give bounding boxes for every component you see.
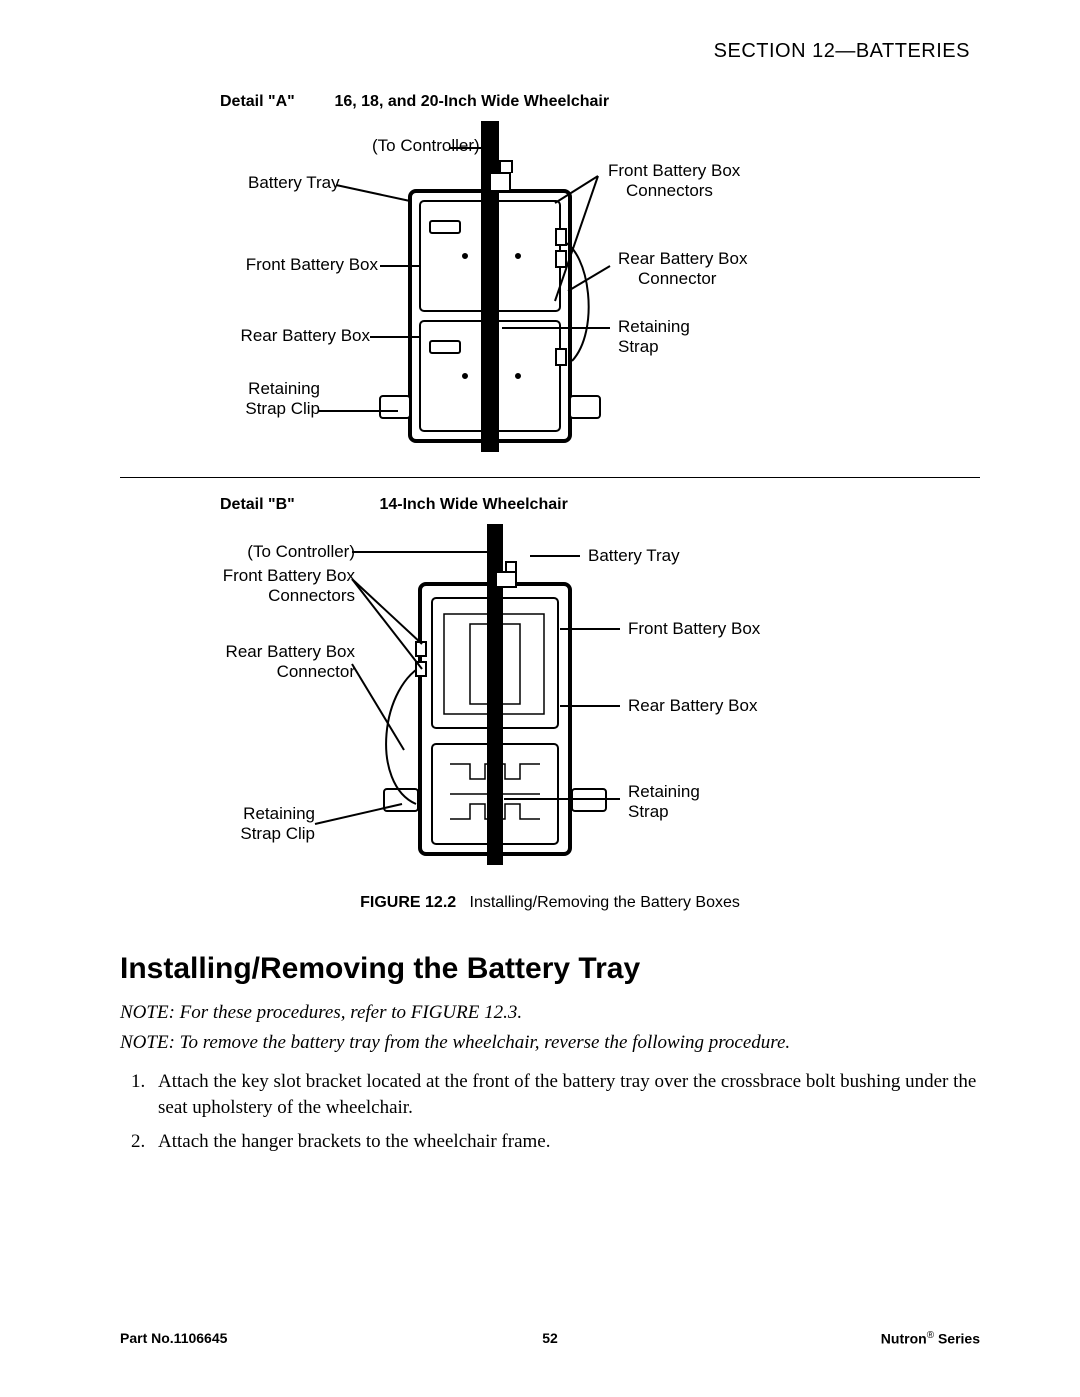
label-retaining-strap-a: Retaining Strap bbox=[618, 317, 690, 356]
section-title: Installing/Removing the Battery Tray bbox=[120, 952, 980, 986]
registered-icon: ® bbox=[927, 1330, 934, 1341]
label-rear-box-b: Rear Battery Box bbox=[628, 696, 757, 716]
note-1: NOTE: For these procedures, refer to FIG… bbox=[120, 1000, 980, 1026]
footer-part: Part No.1106645 bbox=[120, 1330, 227, 1346]
label-battery-tray-b: Battery Tray bbox=[588, 546, 680, 566]
label-rear-conn-a: Rear Battery Box Connector bbox=[618, 249, 747, 288]
label-retaining-clip-b: Retaining Strap Clip bbox=[190, 804, 315, 843]
label-front-box-b: Front Battery Box bbox=[628, 619, 760, 639]
note-2: NOTE: To remove the battery tray from th… bbox=[120, 1030, 980, 1056]
label-retaining-clip-a: Retaining Strap Clip bbox=[200, 379, 320, 418]
footer-page-number: 52 bbox=[542, 1330, 558, 1346]
label-retaining-strap-b: Retaining Strap bbox=[628, 782, 700, 821]
detail-a-label: Detail "A" bbox=[220, 93, 330, 111]
step-item: Attach the hanger brackets to the wheelc… bbox=[150, 1129, 980, 1155]
footer-series: Nutron® Series bbox=[881, 1330, 980, 1347]
detail-a-header: Detail "A" 16, 18, and 20-Inch Wide Whee… bbox=[220, 93, 980, 111]
divider bbox=[120, 477, 980, 478]
label-front-box-a: Front Battery Box bbox=[168, 255, 378, 275]
steps-list: Attach the key slot bracket located at t… bbox=[120, 1069, 980, 1154]
document-page: SECTION 12—BATTERIES Detail "A" 16, 18, … bbox=[0, 0, 1080, 1397]
figure-caption: FIGURE 12.2 Installing/Removing the Batt… bbox=[120, 894, 980, 912]
detail-b-label: Detail "B" bbox=[220, 496, 375, 514]
label-to-controller-a: (To Controller) bbox=[372, 136, 480, 156]
label-battery-tray-a: Battery Tray bbox=[248, 173, 340, 193]
figure-label: FIGURE 12.2 bbox=[360, 894, 456, 911]
label-front-conn-b: Front Battery Box Connectors bbox=[150, 566, 355, 605]
label-rear-box-a: Rear Battery Box bbox=[170, 326, 370, 346]
step-item: Attach the key slot bracket located at t… bbox=[150, 1069, 980, 1120]
page-footer: Part No.1106645 52 Nutron® Series bbox=[120, 1330, 980, 1347]
label-front-conn-a: Front Battery Box Connectors bbox=[608, 161, 740, 200]
detail-b-subtitle: 14-Inch Wide Wheelchair bbox=[379, 496, 567, 513]
figure-text: Installing/Removing the Battery Boxes bbox=[470, 894, 740, 911]
diagram-b: (To Controller) Front Battery Box Connec… bbox=[120, 524, 980, 884]
section-header: SECTION 12—BATTERIES bbox=[120, 40, 980, 63]
detail-b-header: Detail "B" 14-Inch Wide Wheelchair bbox=[220, 496, 980, 514]
label-to-controller-b: (To Controller) bbox=[150, 542, 355, 562]
body-text: NOTE: For these procedures, refer to FIG… bbox=[120, 1000, 980, 1154]
detail-a-subtitle: 16, 18, and 20-Inch Wide Wheelchair bbox=[334, 93, 609, 110]
diagram-a: (To Controller) Battery Tray Front Batte… bbox=[120, 121, 980, 471]
label-rear-conn-b: Rear Battery Box Connector bbox=[150, 642, 355, 681]
